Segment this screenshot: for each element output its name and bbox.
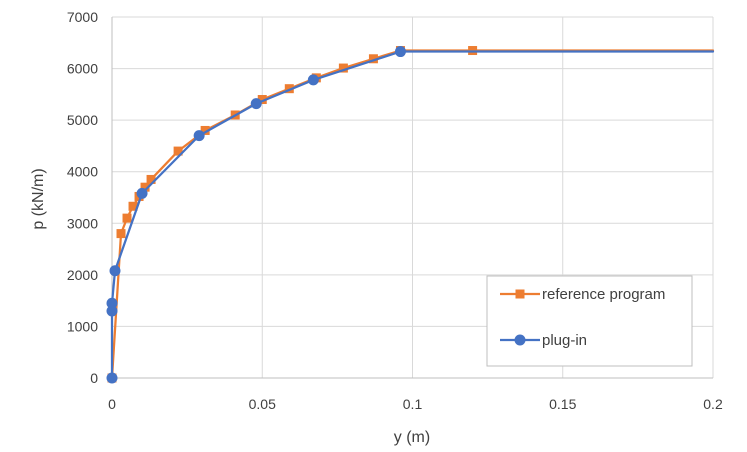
data-point-plug-in xyxy=(136,187,148,199)
x-tick-label: 0.1 xyxy=(403,396,423,412)
y-tick-label: 1000 xyxy=(67,318,98,334)
legend-item-plug-in: plug-in xyxy=(500,332,587,349)
x-tick-label: 0.2 xyxy=(703,396,723,412)
data-point-reference-program xyxy=(122,213,132,223)
data-point-reference-program xyxy=(116,229,126,239)
data-point-reference-program xyxy=(173,146,183,156)
data-point-plug-in xyxy=(106,305,118,317)
data-point-plug-in xyxy=(106,297,118,309)
series-layer xyxy=(106,46,715,384)
data-point-plug-in xyxy=(250,98,262,110)
legend: reference program plug-in xyxy=(486,275,693,367)
x-axis-label: y (m) xyxy=(394,429,430,446)
data-point-plug-in xyxy=(193,130,205,142)
y-tick-label: 4000 xyxy=(67,164,98,180)
data-point-plug-in xyxy=(106,372,118,384)
y-tick-label: 3000 xyxy=(67,215,98,231)
x-tick-label: 0.05 xyxy=(249,396,276,412)
y-tick-label: 2000 xyxy=(67,267,98,283)
x-tick-label: 0 xyxy=(108,396,116,412)
y-tick-label: 7000 xyxy=(67,9,98,25)
legend-marker-plug-in xyxy=(514,334,526,346)
data-point-plug-in xyxy=(394,46,406,58)
legend-marker-reference-program xyxy=(515,289,525,299)
legend-label-reference-program: reference program xyxy=(542,286,665,303)
y-tick-label: 0 xyxy=(90,370,98,386)
series-plug-in xyxy=(106,46,715,384)
legend-item-reference-program: reference program xyxy=(500,286,665,303)
data-point-reference-program xyxy=(140,182,150,192)
data-point-reference-program xyxy=(338,63,348,73)
data-point-reference-program xyxy=(257,95,267,105)
tick-labels: 0 1000 2000 3000 4000 5000 6000 7000 0 0.05 0.1 0.1… xyxy=(67,9,723,412)
data-point-plug-in xyxy=(307,74,319,86)
y-axis-label: p (kN/m) xyxy=(30,168,47,229)
y-tick-label: 5000 xyxy=(67,112,98,128)
data-point-reference-program xyxy=(128,201,138,211)
data-point-reference-program xyxy=(146,174,156,184)
data-point-reference-program xyxy=(368,54,378,64)
x-tick-label: 0.15 xyxy=(549,396,576,412)
data-point-reference-program xyxy=(284,84,294,94)
data-point-reference-program xyxy=(200,125,210,135)
y-tick-label: 6000 xyxy=(67,61,98,77)
data-point-plug-in xyxy=(109,265,121,277)
legend-label-plug-in: plug-in xyxy=(542,332,587,349)
